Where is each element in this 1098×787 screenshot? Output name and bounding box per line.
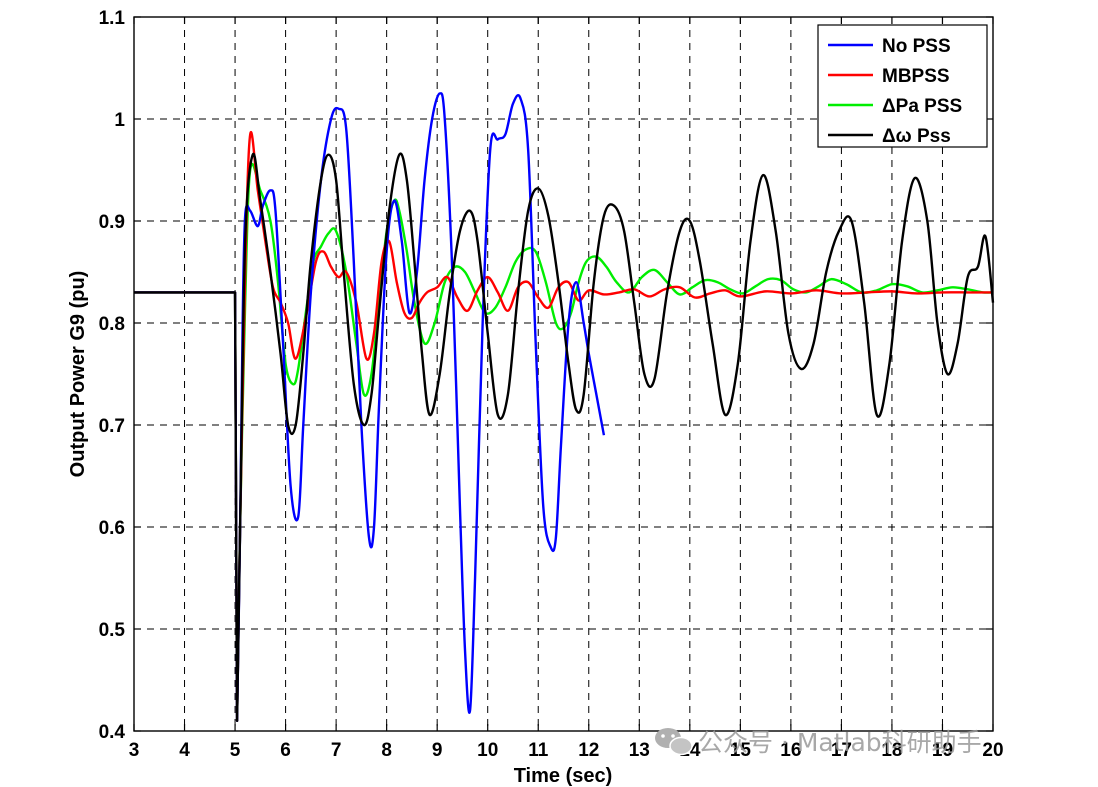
- x-tick-label: 17: [831, 740, 852, 761]
- wechat-logo-icon: [655, 728, 693, 756]
- legend-label: Δω Pss: [882, 126, 951, 147]
- y-tick-label: 0.5: [99, 620, 126, 641]
- x-tick-label: 11: [528, 740, 549, 761]
- y-axis-label: Output Power G9 (pu): [67, 271, 89, 478]
- x-tick-label: 10: [477, 740, 498, 761]
- y-tick-label: 0.7: [99, 416, 125, 437]
- x-axis-label: Time (sec): [514, 765, 613, 787]
- x-tick-label: 18: [881, 740, 902, 761]
- y-tick-label: 1.1: [99, 8, 126, 29]
- y-tick-label: 1: [114, 110, 125, 131]
- x-tick-label: 6: [280, 740, 291, 761]
- legend-label: ΔPa PSS: [882, 96, 962, 117]
- x-tick-label: 8: [381, 740, 392, 761]
- series-lines: [134, 92, 995, 722]
- x-tick-label: 5: [230, 740, 241, 761]
- ticks: [133, 16, 994, 732]
- y-tick-label: 0.8: [99, 314, 125, 335]
- x-tick-label: 12: [578, 740, 599, 761]
- x-tick-label: 20: [982, 740, 1003, 761]
- legend-label: No PSS: [882, 36, 951, 57]
- x-tick-label: 4: [179, 740, 190, 761]
- y-tick-label: 0.9: [99, 212, 125, 233]
- legend-label: MBPSS: [882, 66, 950, 87]
- x-tick-label: 16: [780, 740, 801, 761]
- x-tick-label: 7: [331, 740, 342, 761]
- y-tick-label: 0.4: [99, 722, 126, 743]
- y-tick-label: 0.6: [99, 518, 125, 539]
- x-tick-label: 15: [730, 740, 752, 761]
- series-line-0: [134, 92, 606, 722]
- plot-area-frame: [133, 16, 994, 732]
- x-tick-label: 19: [932, 740, 953, 761]
- watermark: 公众号 · Matlab科研助手: [655, 728, 982, 757]
- watermark-text: 公众号 · Matlab科研助手: [698, 728, 982, 757]
- series-line-3: [134, 152, 995, 722]
- x-tick-label: 3: [129, 740, 140, 761]
- legend: No PSS MBPSS ΔPa PSS Δω Pss: [817, 24, 988, 148]
- tick-labels: 345678910111213141516171819200.40.50.60.…: [99, 8, 1004, 761]
- series-line-1: [134, 130, 993, 722]
- x-tick-label: 13: [629, 740, 650, 761]
- x-tick-label: 9: [432, 740, 443, 761]
